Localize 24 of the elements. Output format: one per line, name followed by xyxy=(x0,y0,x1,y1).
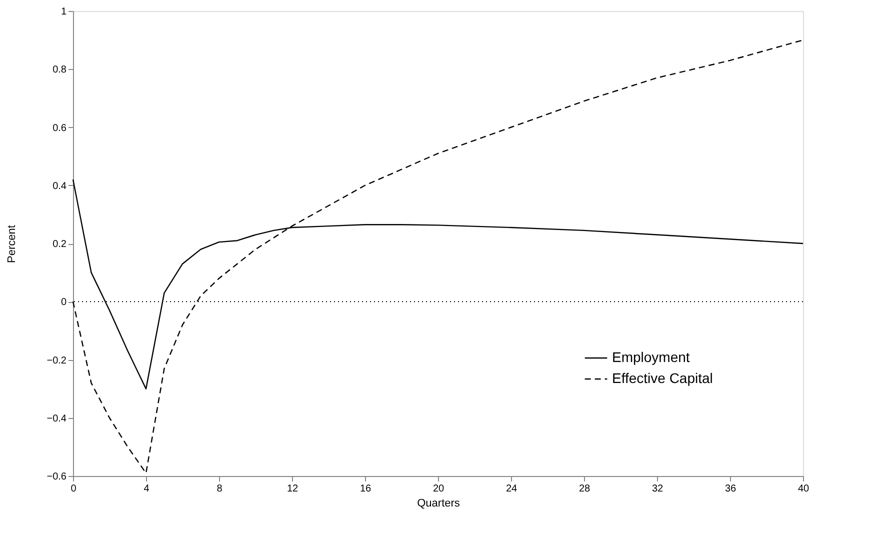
x-axis-title: Quarters xyxy=(417,498,460,510)
x-tick-label: 0 xyxy=(70,484,77,494)
y-tick-label: −0.2 xyxy=(46,355,67,366)
x-tick-label: 24 xyxy=(506,484,518,494)
y-tick-label: −0.6 xyxy=(46,472,67,482)
x-tick-label: 40 xyxy=(798,484,810,494)
y-tick-label: 0.4 xyxy=(52,180,67,192)
x-tick-label: 8 xyxy=(216,484,223,494)
x-tick-label: 16 xyxy=(360,484,372,494)
x-tick-label: 36 xyxy=(724,484,736,494)
x-tick-label: 28 xyxy=(578,484,590,494)
y-tick-label: 0.8 xyxy=(52,64,67,76)
y-tick-label: 1 xyxy=(60,6,67,18)
x-tick-label: 4 xyxy=(144,484,150,494)
y-tick-label: 0.6 xyxy=(52,122,67,134)
legend-label: Employment xyxy=(612,349,690,365)
y-tick-label: 0 xyxy=(60,297,67,308)
x-tick-label: 20 xyxy=(432,484,444,494)
legend-label: Effective Capital xyxy=(612,370,713,386)
y-tick-label: 0.2 xyxy=(52,239,67,250)
x-tick-label: 32 xyxy=(652,484,664,494)
x-tick-label: 12 xyxy=(286,484,298,494)
y-tick-label: −0.4 xyxy=(46,413,67,424)
y-axis-title: Percent xyxy=(6,225,18,263)
